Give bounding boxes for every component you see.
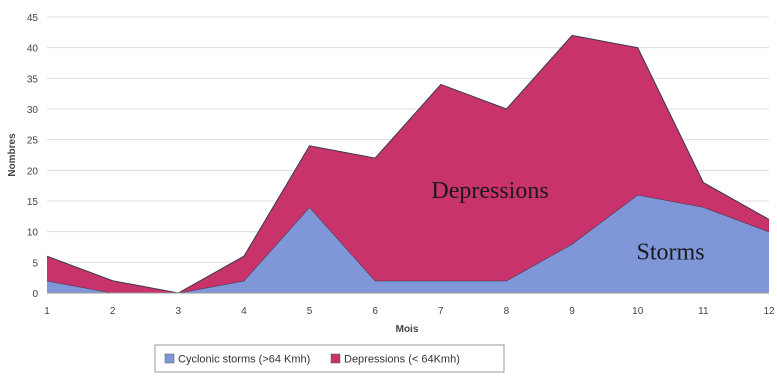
- x-tick-label: 7: [438, 306, 444, 317]
- legend-label: Depressions (< 64Kmh): [344, 354, 460, 366]
- annotations: Depressions Storms: [431, 178, 704, 265]
- x-tick-label: 4: [241, 306, 247, 317]
- legend-box: [154, 344, 505, 373]
- x-tick-label: 2: [110, 306, 116, 317]
- y-tick-label: 35: [27, 74, 39, 85]
- y-tick-label: 25: [27, 136, 39, 147]
- x-tick-label: 5: [307, 306, 313, 317]
- x-tick-label: 11: [698, 306, 709, 317]
- legend-swatch: [330, 353, 341, 364]
- x-tick-labels: 1 2 3 4 5 6 7 8 9 10 11 12: [44, 306, 775, 317]
- x-tick-label: 8: [504, 306, 510, 317]
- y-tick-label: 15: [27, 197, 39, 208]
- x-tick-label: 10: [632, 306, 644, 317]
- y-tick-label: 5: [32, 258, 38, 269]
- x-tick-label: 9: [569, 306, 575, 317]
- annotation-label: Storms: [637, 239, 705, 265]
- x-tick-label: 3: [175, 306, 181, 317]
- y-axis-title: Nombres: [7, 133, 18, 177]
- y-tick-label: 40: [27, 44, 39, 55]
- x-tick-label: 6: [372, 306, 378, 317]
- y-tick-label: 45: [27, 13, 39, 24]
- series-outline: [46, 34, 770, 294]
- area-series: [46, 34, 770, 294]
- area-cyclonic-storms: [47, 194, 769, 293]
- annotation-label: Depressions: [431, 178, 548, 204]
- y-tick-label: 10: [27, 228, 39, 239]
- legend-label: Cyclonic storms (>64 Kmh): [178, 354, 310, 366]
- x-tick-label: 1: [44, 306, 50, 317]
- legend-swatch: [164, 353, 175, 364]
- y-tick-labels: 0 5 10 15 20 25 30 35 40 45: [27, 13, 39, 300]
- y-tick-label: 20: [27, 166, 39, 177]
- y-tick-label: 0: [32, 289, 38, 300]
- legend: Cyclonic storms (>64 Kmh) Depressions (< …: [154, 344, 505, 373]
- area-depressions: [47, 35, 769, 294]
- x-tick-label: 12: [763, 306, 775, 317]
- x-axis-title: Mois: [396, 324, 419, 335]
- y-tick-label: 30: [27, 105, 39, 116]
